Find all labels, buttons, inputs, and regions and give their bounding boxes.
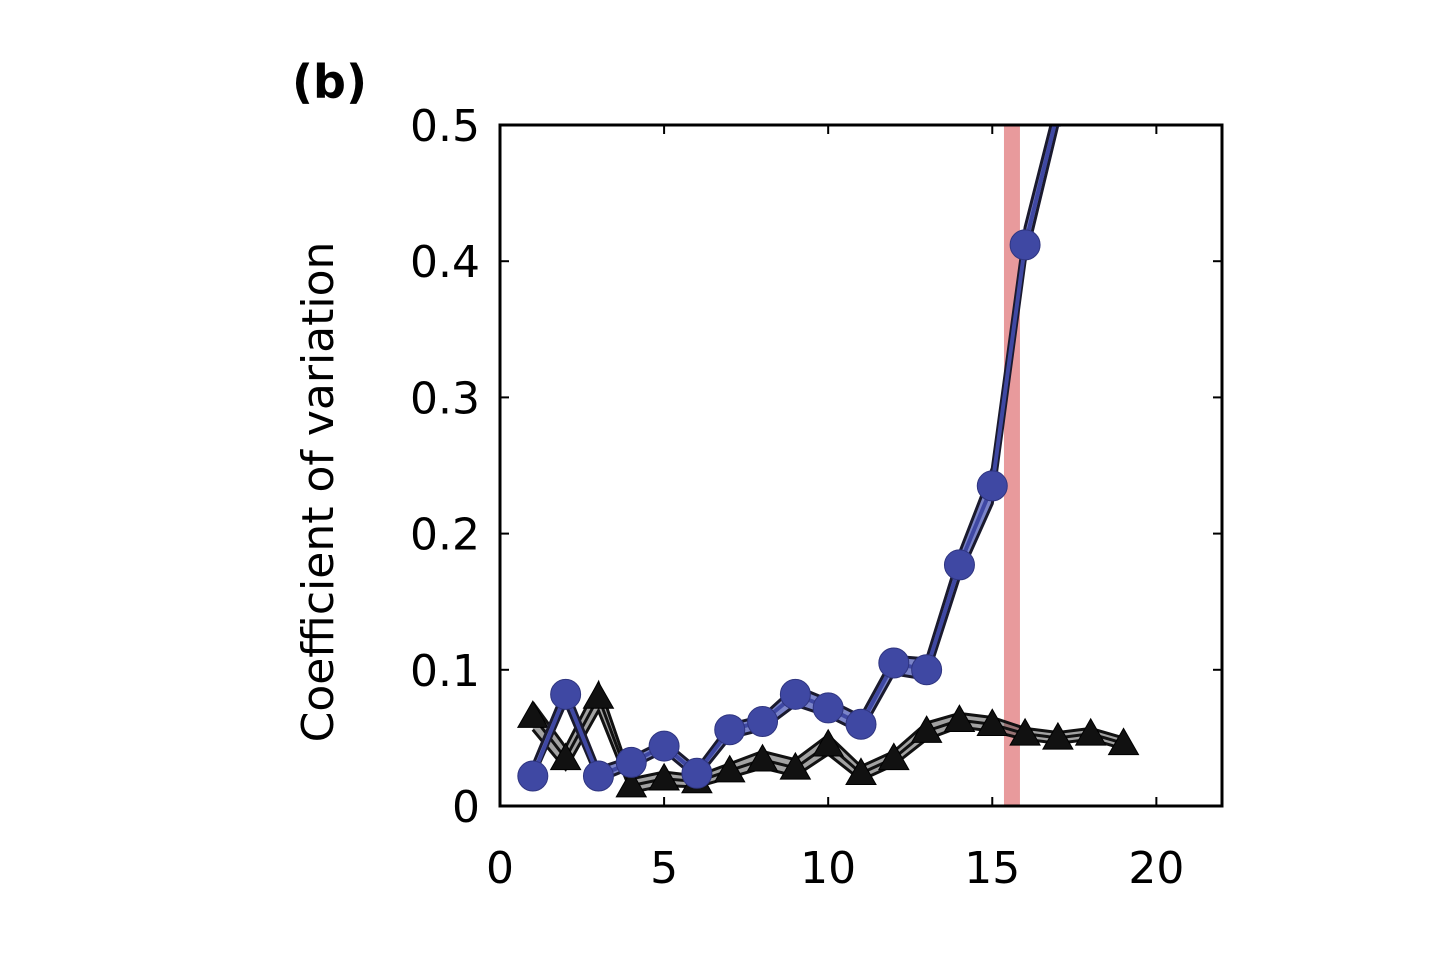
plot-area: 0 5 10 15 20 0 0.1 0.2 0.3 0.4 0.5 xyxy=(410,101,1224,894)
y-tick-label: 0.1 xyxy=(410,646,480,697)
y-axis-title: Coefficient of variation xyxy=(293,242,344,743)
triangle-point-10 xyxy=(812,728,845,757)
circle-point-12 xyxy=(878,647,910,679)
circle-point-4 xyxy=(615,746,647,778)
circle-series-upper-line xyxy=(531,125,1053,771)
triangle-point-14 xyxy=(943,704,976,732)
plot-content xyxy=(516,125,1140,806)
triangle-point-8 xyxy=(746,743,779,772)
circle-point-15 xyxy=(976,470,1008,502)
y-tick-label: 0 xyxy=(452,782,480,833)
circle-point-2 xyxy=(550,678,582,710)
triangle-point-2 xyxy=(549,742,582,771)
circle-point-6 xyxy=(681,757,713,789)
y-tick-label: 0.3 xyxy=(410,373,480,424)
triangle-point-4 xyxy=(615,769,648,798)
circle-series-line xyxy=(530,125,1057,779)
circle-point-11 xyxy=(845,708,877,740)
circle-point-3 xyxy=(582,760,614,792)
triangle-point-19 xyxy=(1107,727,1140,756)
triangle-point-16 xyxy=(1009,717,1041,746)
y-tick-label: 0.4 xyxy=(410,237,480,288)
circle-point-1 xyxy=(517,760,549,792)
triangle-point-5 xyxy=(648,762,680,791)
y-tick-label: 0.5 xyxy=(410,101,480,152)
triangle-point-13 xyxy=(910,715,943,743)
triangle-point-7 xyxy=(713,754,746,783)
y-tick-label: 0.2 xyxy=(410,510,480,561)
circle-point-16 xyxy=(1009,229,1041,261)
x-tick-label: 0 xyxy=(486,843,514,894)
circle-point-8 xyxy=(747,706,779,738)
plot-frame xyxy=(498,123,1224,808)
x-tick-label: 10 xyxy=(800,843,856,894)
circle-point-17 xyxy=(1050,125,1066,127)
triangle-point-1 xyxy=(516,700,549,728)
circle-point-9 xyxy=(779,678,811,710)
panel-label: (b) xyxy=(292,55,367,109)
x-tick-label: 5 xyxy=(650,843,678,894)
x-tick-label: 15 xyxy=(964,843,1020,894)
x-tick-label: 20 xyxy=(1128,843,1184,894)
triangle-point-3 xyxy=(582,681,615,709)
triangle-point-12 xyxy=(877,742,910,771)
circle-point-13 xyxy=(911,654,943,686)
triangle-point-11 xyxy=(845,757,877,786)
circle-point-5 xyxy=(648,730,680,762)
circle-point-7 xyxy=(714,714,746,746)
triangle-point-9 xyxy=(779,751,812,780)
circle-point-14 xyxy=(943,549,975,581)
highlight-band xyxy=(1003,125,1020,806)
circle-point-10 xyxy=(812,692,844,724)
triangle-point-15 xyxy=(976,708,1009,737)
triangle-point-18 xyxy=(1074,717,1107,746)
triangle-point-17 xyxy=(1042,721,1074,750)
